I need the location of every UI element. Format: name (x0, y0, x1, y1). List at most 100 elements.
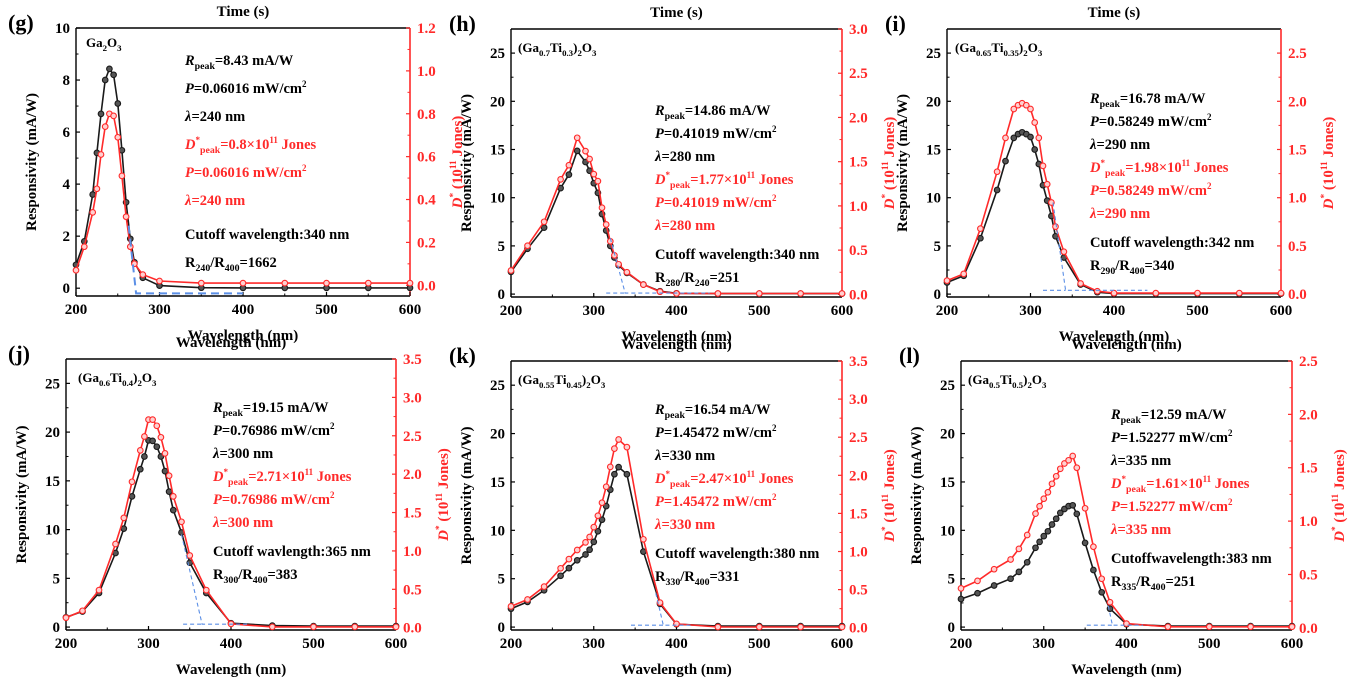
y2-tick-label: 1.0 (403, 544, 422, 560)
panel-l: (l) Wavelength (nm) 200 300 400 500 600 0 5 10 15 2… (899, 337, 1348, 678)
annotation-line: λ=240 nm (184, 109, 245, 125)
responsivity-point (110, 71, 117, 79)
x-tick-label: 600 (1270, 303, 1293, 319)
panel-letter: (j) (8, 341, 30, 366)
x-tick-label: 300 (137, 636, 160, 652)
detectivity-point (1110, 289, 1118, 297)
detectivity-point (755, 623, 763, 631)
y2-tick-label: 2.5 (849, 430, 868, 446)
detectivity-point (239, 279, 247, 287)
detectivity-point (1052, 223, 1059, 230)
x-tick-label: 200 (65, 302, 88, 318)
responsivity-point (557, 572, 564, 580)
responsivity-point (594, 527, 602, 535)
detectivity-point (540, 218, 548, 226)
y2-tick-label: 1.0 (1299, 514, 1318, 530)
y-axis-label: Responsivity (mA/W) (14, 426, 30, 564)
cutoff-fit-line (655, 593, 693, 626)
x-axis-label: Wavelength (nm) (621, 662, 731, 678)
y-tick-label: 0 (498, 620, 506, 636)
annotation-line: P=1.52277 mW/cm2 (1111, 428, 1233, 446)
detectivity-point (1010, 105, 1018, 113)
panel-g: (g) Time (s) 200 300 400 500 600 0 2 4 6 8 10 0.0 0.2 0… (8, 4, 466, 344)
x-tick-label: 600 (831, 636, 854, 652)
annotation-line: Cutoff wavelength:340 nm (655, 247, 819, 263)
annotation-line: R330/R400=331 (655, 569, 740, 588)
detectivity-point (957, 585, 965, 592)
detectivity-point (97, 151, 105, 158)
material-label: (Ga0.55Ti0.45)2O3 (518, 372, 606, 390)
detectivity-point (101, 123, 109, 130)
annotation-line: λ=330 nm (654, 517, 715, 533)
top-axis-label: Time (s) (217, 4, 270, 20)
y2-tick-label: 0.2 (417, 235, 436, 251)
annotation-line: P=1.52277 mW/cm2 (1111, 497, 1233, 515)
annotation-line: Rpeak=14.86 mA/W (654, 103, 771, 122)
responsivity-point (615, 463, 622, 471)
detectivity-point (673, 620, 680, 628)
detectivity-point (1027, 105, 1034, 113)
detectivity-point (310, 623, 317, 631)
x-tick-label: 300 (1033, 636, 1056, 652)
x-axis-label: Wavelength (nm) (176, 662, 286, 678)
y-tick-label: 0 (53, 620, 61, 636)
annotation-line: D*peak=1.77×1011 Jones (654, 170, 794, 191)
x-tick-label: 400 (232, 302, 255, 318)
detectivity-point (1036, 502, 1043, 510)
y-tick-label: 5 (934, 239, 942, 255)
y-axis-label: Responsivity (mA/W) (909, 427, 925, 565)
detectivity-point (1007, 556, 1014, 563)
y2-tick-label: 2.0 (849, 468, 868, 484)
responsivity-point (89, 191, 97, 198)
material-label: Ga2O3 (86, 35, 122, 53)
detectivity-point (640, 281, 647, 288)
detectivity-point (602, 483, 610, 491)
responsivity-point (1048, 521, 1056, 528)
detectivity-point (169, 493, 177, 500)
annotation-line: Rpeak=16.54 mA/W (654, 402, 771, 421)
annotation-line: D*peak=1.61×1011 Jones (1110, 474, 1250, 495)
detectivity-point (507, 267, 515, 274)
y2-axis-label: D* (1011 Jones) (1320, 117, 1337, 211)
detectivity-point (268, 623, 276, 631)
responsivity-point (165, 488, 173, 495)
responsivity-point (974, 589, 981, 597)
detectivity-point (1015, 545, 1023, 553)
y-tick-label: 5 (498, 239, 506, 255)
detectivity-point (93, 185, 101, 193)
responsivity-point (565, 564, 573, 572)
responsivity-point (602, 502, 610, 510)
x-tick-label: 400 (665, 636, 688, 652)
x-tick-label: 200 (950, 636, 973, 652)
y2-tick-label: 0.5 (1288, 239, 1307, 255)
detectivity-point (623, 443, 631, 451)
detectivity-point (960, 270, 968, 278)
y-tick-label: 25 (490, 46, 505, 62)
detectivity-point (1106, 598, 1114, 606)
annotation-line: R300/R400=383 (213, 567, 298, 586)
y2-tick-label: 2.5 (1299, 354, 1318, 370)
y2-axis-label: D* (1011 Jones) (1331, 449, 1348, 543)
y-tick-label: 0 (63, 281, 71, 297)
detectivity-point (590, 170, 598, 178)
y2-tick-label: 3.5 (403, 352, 422, 368)
annotation-line: P=0.41019 mW/cm2 (655, 193, 777, 211)
annotation-line: λ=335 nm (1110, 453, 1171, 469)
detectivity-point (540, 583, 548, 590)
annotation-line: D*peak=2.71×1011 Jones (212, 467, 352, 488)
detectivity-point (161, 450, 169, 457)
detectivity-point (1052, 472, 1060, 480)
detectivity-point (1065, 456, 1072, 464)
detectivity-point (80, 243, 88, 251)
responsivity-point (565, 171, 573, 178)
annotation-line: Rpeak=8.43 mA/W (184, 53, 294, 72)
x-tick-label: 600 (385, 636, 408, 652)
detectivity-point (993, 168, 1001, 176)
y-axis-label: Responsivity (mA/W) (459, 427, 475, 565)
detectivity-point (602, 221, 610, 228)
annotation-line: D*peak=0.8×1011 Jones (184, 135, 317, 156)
detectivity-point (573, 134, 581, 142)
panel-k: (k) Wavelength (nm) 200 300 400 500 600 0 5 10 15 2… (449, 337, 898, 678)
detectivity-point (149, 416, 156, 423)
